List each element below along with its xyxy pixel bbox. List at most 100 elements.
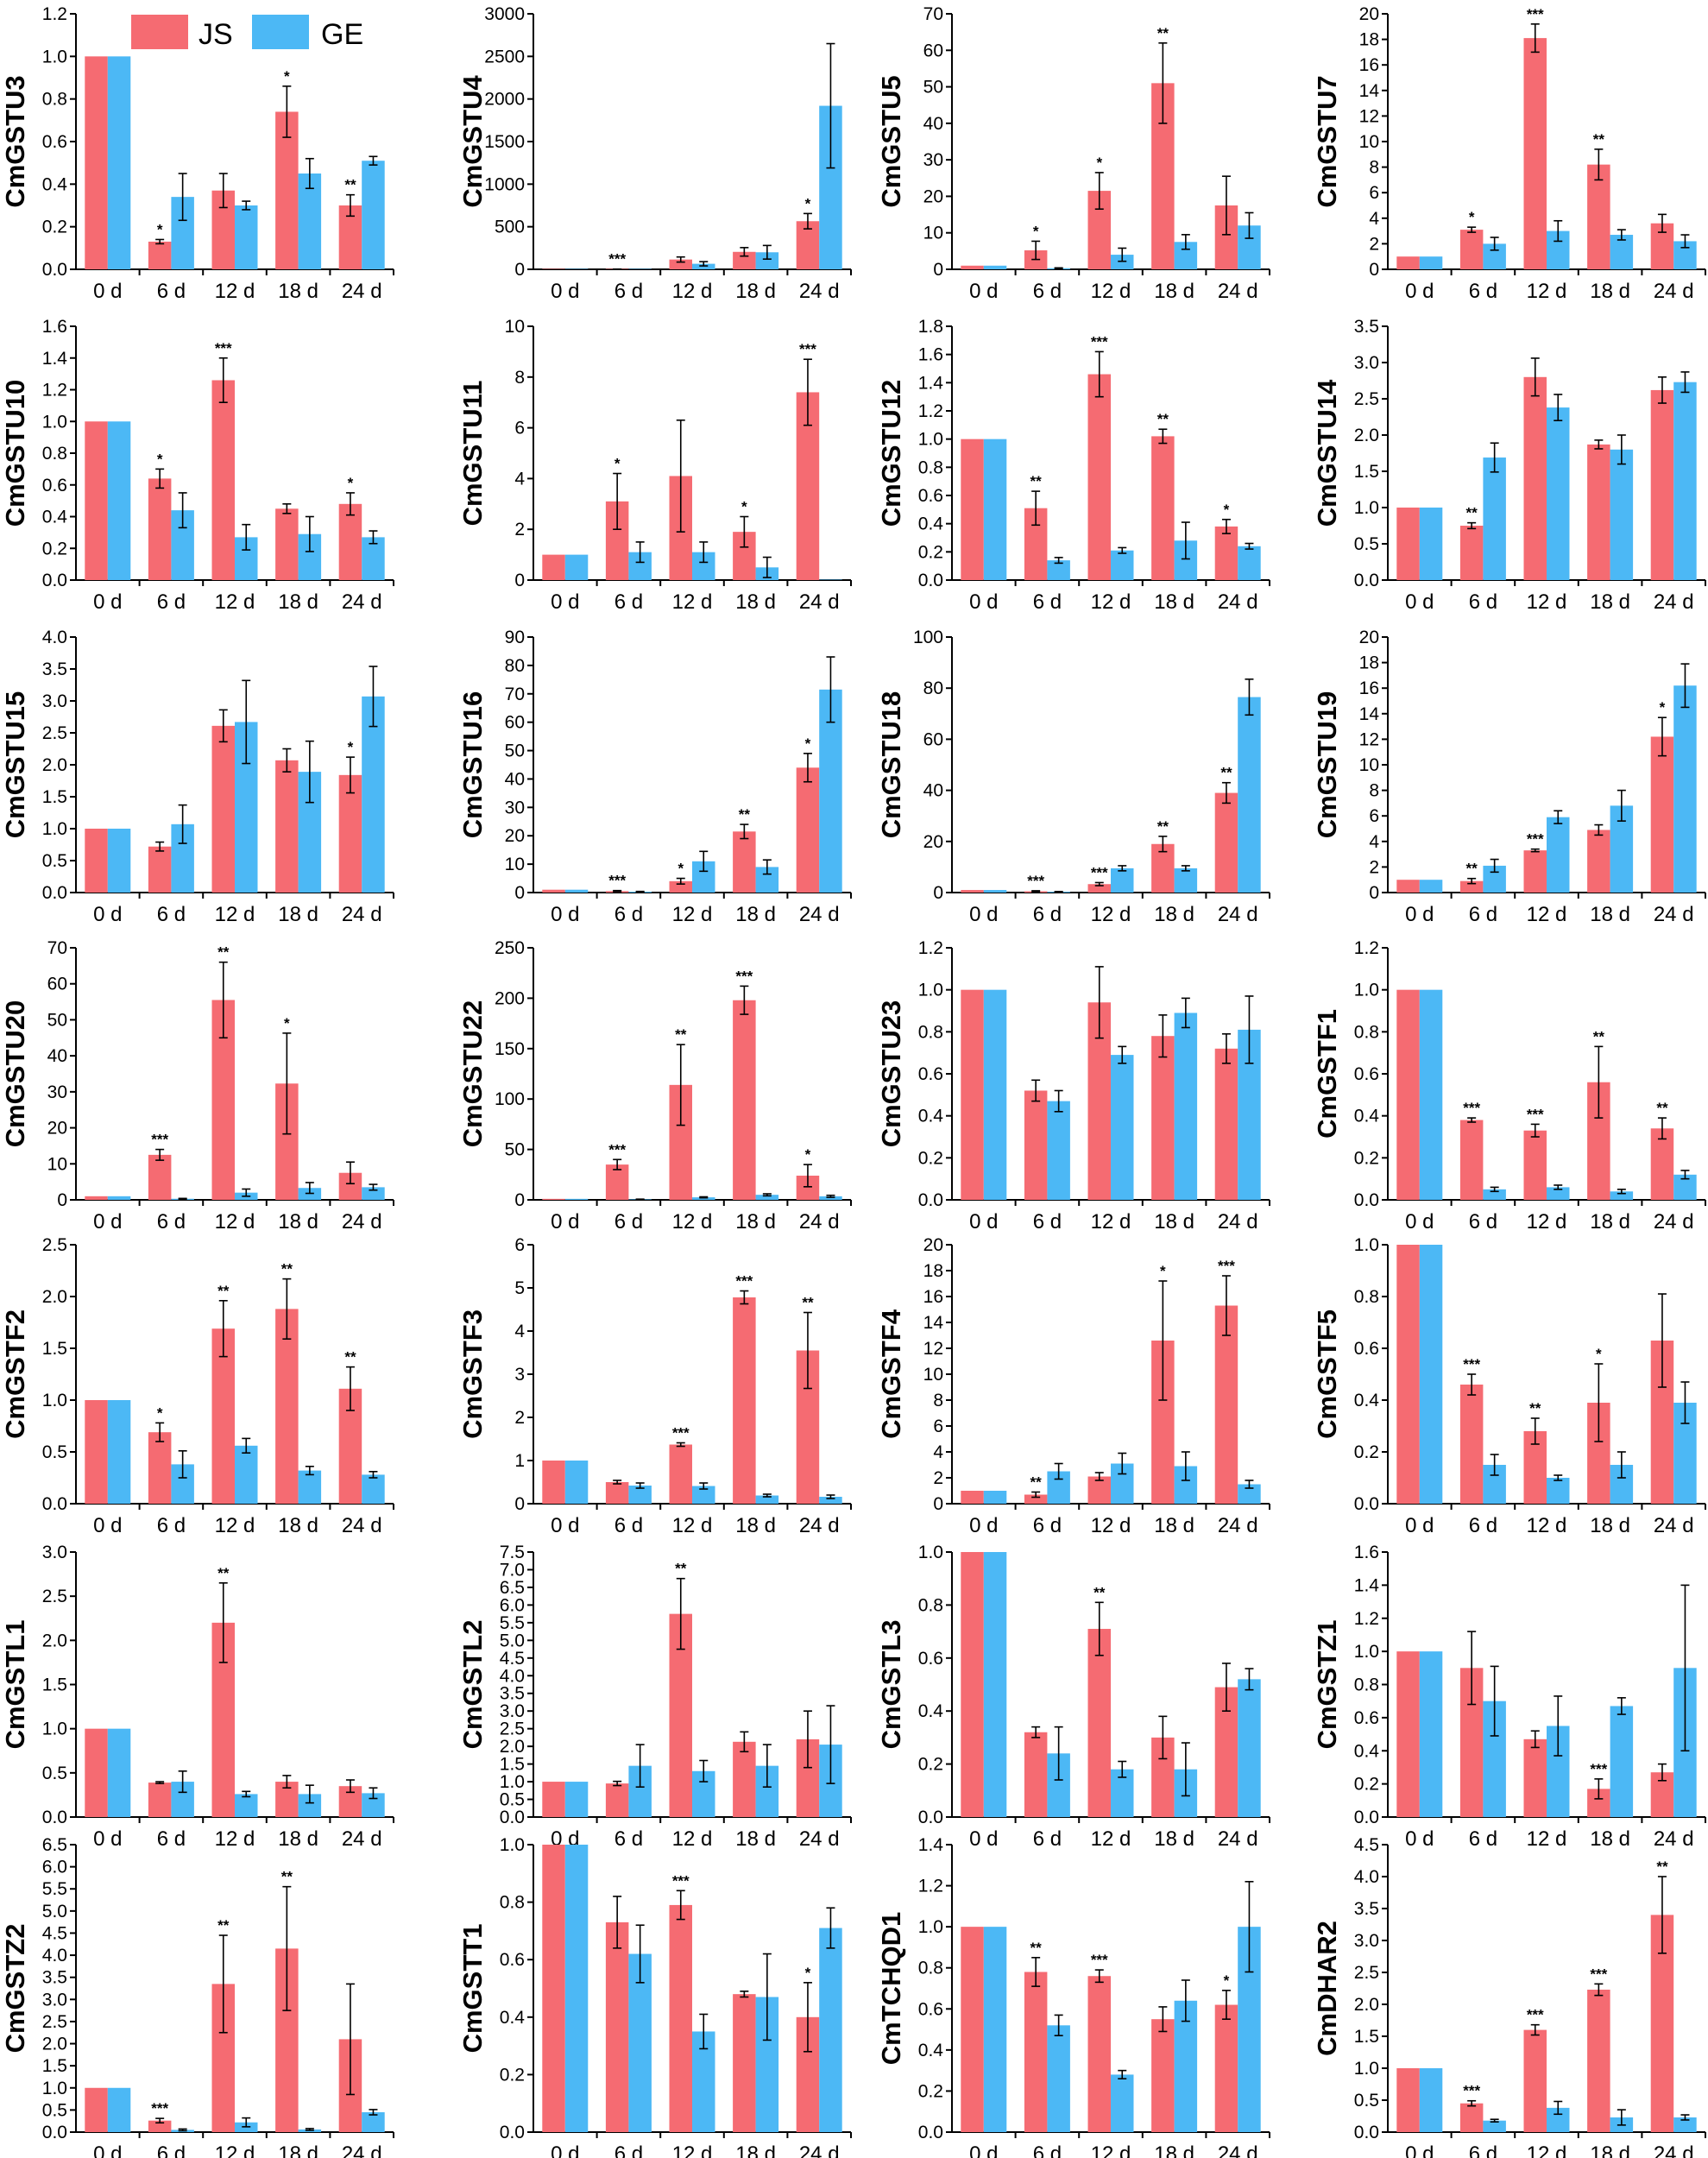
- x-tick-label: 6 d: [1033, 1210, 1062, 1234]
- bar-js: [961, 265, 984, 269]
- x-tick-label: 12 d: [1091, 2142, 1131, 2158]
- significance-marker: ***: [1463, 2083, 1480, 2099]
- x-tick-label: 12 d: [215, 1210, 255, 1234]
- y-tick-label: 0.2: [1354, 1775, 1379, 1795]
- bar-js: [733, 1297, 756, 1504]
- y-tick-label: 60: [47, 975, 67, 994]
- significance-marker: ***: [672, 1425, 690, 1442]
- y-tick-label: 1.2: [918, 1877, 943, 1896]
- significance-marker: **: [344, 177, 356, 193]
- x-tick-label: 0 d: [969, 1210, 998, 1234]
- x-tick-label: 12 d: [1527, 903, 1567, 926]
- significance-marker: ***: [215, 340, 232, 357]
- bar-ge: [1483, 1189, 1506, 1200]
- panel-grid: 0.0 0.2 0.4 0.6 0.8 1.0 1.2 CmGSTU3 0 d 6 d * 12 d 1…: [0, 4, 1706, 2158]
- significance-marker: **: [675, 1561, 687, 1577]
- gene-label: CmGSTU16: [457, 691, 488, 839]
- significance-marker: ***: [1527, 2007, 1544, 2023]
- bar-js: [1087, 1976, 1111, 2132]
- bar-ge: [564, 1461, 589, 1504]
- y-tick-label: 0: [933, 1494, 943, 1514]
- bar-js: [85, 1196, 108, 1200]
- y-tick-label: 0.5: [1354, 2091, 1379, 2111]
- x-tick-label: 0 d: [969, 1514, 998, 1537]
- significance-marker: *: [615, 456, 621, 472]
- x-tick-label: 6 d: [1033, 903, 1062, 926]
- x-tick-label: 6 d: [1033, 590, 1062, 614]
- x-tick-label: 6 d: [615, 2142, 643, 2158]
- significance-marker: ***: [1590, 1761, 1607, 1777]
- x-tick-label: 0 d: [551, 2142, 579, 2158]
- x-tick-label: 6 d: [157, 1210, 186, 1234]
- bar-js: [1587, 444, 1610, 580]
- bar-js: [961, 1552, 984, 1817]
- bar-js: [1024, 1090, 1048, 1200]
- y-tick-label: 50: [505, 741, 525, 761]
- gene-label: CmTCHQD1: [876, 1912, 906, 2065]
- x-tick-label: 0 d: [969, 590, 998, 614]
- y-tick-label: 50: [923, 78, 943, 98]
- y-tick-label: 3.5: [1354, 317, 1379, 337]
- significance-marker: **: [1656, 1858, 1668, 1875]
- y-tick-label: 2.5: [1354, 389, 1379, 409]
- bar-js: [733, 251, 756, 269]
- y-tick-label: 500: [495, 218, 525, 237]
- x-tick-label: 24 d: [1218, 903, 1258, 926]
- y-tick-label: 14: [923, 1313, 944, 1333]
- significance-marker: **: [1030, 1940, 1043, 1956]
- y-tick-label: 1.0: [42, 819, 67, 839]
- legend-label-ge: GE: [321, 18, 363, 51]
- significance-marker: **: [1466, 505, 1478, 521]
- y-tick-label: 0.8: [918, 1959, 943, 1978]
- x-tick-label: 18 d: [278, 590, 318, 614]
- y-tick-label: 1.0: [42, 47, 67, 66]
- bar-ge: [564, 268, 589, 269]
- y-tick-label: 2500: [484, 47, 525, 66]
- panel-cmgstu10: 0.0 0.2 0.4 0.6 0.8 1.0 1.2 1.4 1.6 CmGSTU10 0 d 6 …: [0, 317, 394, 614]
- x-tick-label: 18 d: [1590, 280, 1630, 303]
- bar-js: [338, 503, 362, 580]
- y-tick-label: 0.0: [1354, 1808, 1379, 1827]
- panel-cmgstu7: 0 2 4 6 8 10 12 14 16 18 20 CmGSTU7 0 d 6 d * 12 d *** 18…: [1312, 4, 1706, 303]
- gene-label: CmGSTU12: [876, 380, 906, 527]
- y-tick-label: 60: [923, 729, 943, 749]
- bar-ge: [362, 696, 385, 893]
- bar-ge: [107, 1728, 131, 1817]
- bar-ge: [235, 1794, 258, 1817]
- panel-cmgstu20: 0 10 20 30 40 50 60 70 CmGSTU20 0 d 6 d *** 12 d ** 18…: [0, 938, 394, 1234]
- x-tick-label: 24 d: [799, 590, 840, 614]
- y-tick-label: 1.5: [42, 787, 67, 807]
- x-tick-label: 18 d: [1590, 590, 1630, 614]
- y-tick-label: 0.6: [1354, 1339, 1379, 1359]
- y-tick-label: 1.2: [918, 938, 943, 958]
- bar-ge: [1610, 449, 1634, 580]
- bar-ge: [107, 1196, 131, 1200]
- bar-js: [211, 1328, 235, 1504]
- significance-marker: **: [1466, 861, 1478, 877]
- y-tick-label: 3: [514, 1365, 525, 1385]
- x-tick-label: 24 d: [342, 590, 382, 614]
- y-tick-label: 4: [933, 1442, 943, 1462]
- panel-cmgstf1: 0.0 0.2 0.4 0.6 0.8 1.0 1.2 CmGSTF1 0 d 6 d *** 12 …: [1312, 938, 1706, 1234]
- y-tick-label: 0: [514, 883, 525, 903]
- gene-label: CmGSTF4: [876, 1309, 906, 1439]
- bar-js: [1396, 989, 1420, 1200]
- y-tick-label: 10: [505, 855, 525, 874]
- y-tick-label: 1.8: [918, 317, 943, 337]
- significance-marker: **: [1656, 1100, 1668, 1116]
- gene-label: CmGSTU15: [0, 691, 30, 839]
- y-tick-label: 0.8: [918, 457, 943, 477]
- significance-marker: *: [348, 739, 354, 755]
- x-tick-label: 12 d: [215, 2142, 255, 2158]
- y-tick-label: 0.6: [918, 486, 943, 506]
- bar-js: [542, 1461, 565, 1504]
- significance-marker: ***: [1527, 1106, 1544, 1122]
- y-tick-label: 0.6: [918, 1064, 943, 1084]
- bar-js: [1650, 1128, 1674, 1200]
- y-tick-label: 14: [1359, 704, 1380, 724]
- y-tick-label: 4.0: [500, 1666, 525, 1686]
- bar-ge: [107, 2087, 131, 2132]
- x-tick-label: 12 d: [672, 1514, 713, 1537]
- y-tick-label: 0.6: [42, 132, 67, 152]
